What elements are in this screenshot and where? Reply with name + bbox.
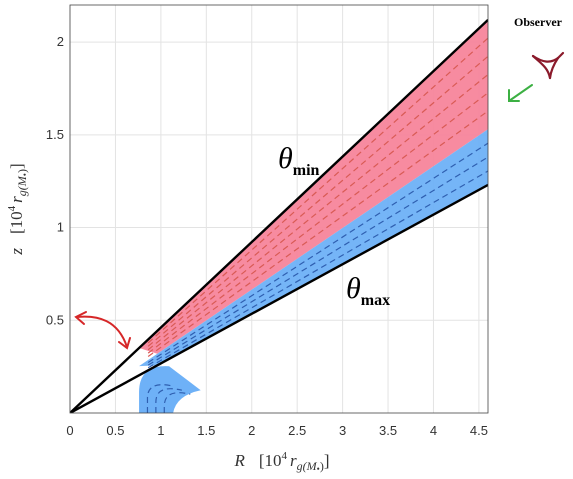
x-axis-label: R [104 rg(M•)] — [233, 450, 329, 474]
region-dashed-line — [147, 110, 488, 358]
x-tick-label: 0 — [66, 423, 73, 438]
base-region — [139, 366, 201, 413]
x-tick-labels: 0 0.5 1 1.5 2 2.5 3 3.5 4 4.5 — [66, 423, 488, 438]
shaded-regions — [139, 19, 488, 413]
observer-eye-icon — [531, 51, 565, 80]
observer-label: Observer — [514, 15, 563, 29]
x-tick-label: 0.5 — [106, 423, 124, 438]
base-dashed-line — [146, 384, 174, 413]
region-dashed-line — [147, 92, 488, 354]
x-tick-label: 2 — [248, 423, 255, 438]
red-curved-arrow-icon — [74, 311, 131, 350]
y-tick-label: 1.5 — [46, 127, 64, 142]
y-tick-label: 0.5 — [46, 312, 64, 327]
x-tick-label: 1.5 — [197, 423, 215, 438]
x-tick-label: 4 — [430, 423, 437, 438]
base-dashed-line — [155, 388, 183, 413]
y-tick-label: 1 — [57, 220, 64, 235]
region-dashed-line — [147, 37, 488, 344]
cone-lines — [70, 18, 488, 413]
green-arrow-icon — [508, 84, 533, 102]
region-dashed-line — [147, 170, 488, 369]
theta-min-line — [70, 18, 488, 413]
x-tick-label: 2.5 — [288, 423, 306, 438]
region-dashed-line — [147, 156, 488, 366]
x-tick-label: 1 — [157, 423, 164, 438]
theta-min-label: θmin — [278, 142, 320, 179]
region-band — [139, 129, 488, 367]
x-tick-label: 4.5 — [470, 423, 488, 438]
y-tick-label: 2 — [57, 34, 64, 49]
theta-max-line — [70, 183, 488, 413]
y-tick-labels: 0.5 1 1.5 2 — [46, 34, 64, 327]
plot-frame — [69, 4, 489, 414]
region-dashed-line — [147, 55, 488, 347]
region-dashed-line — [147, 74, 488, 351]
x-tick-label: 3 — [339, 423, 346, 438]
x-tick-label: 3.5 — [379, 423, 397, 438]
y-axis-label: z[104rg(M•)] — [6, 163, 30, 255]
region-dashed-line — [147, 142, 488, 364]
theta-max-label: θmax — [346, 272, 390, 309]
